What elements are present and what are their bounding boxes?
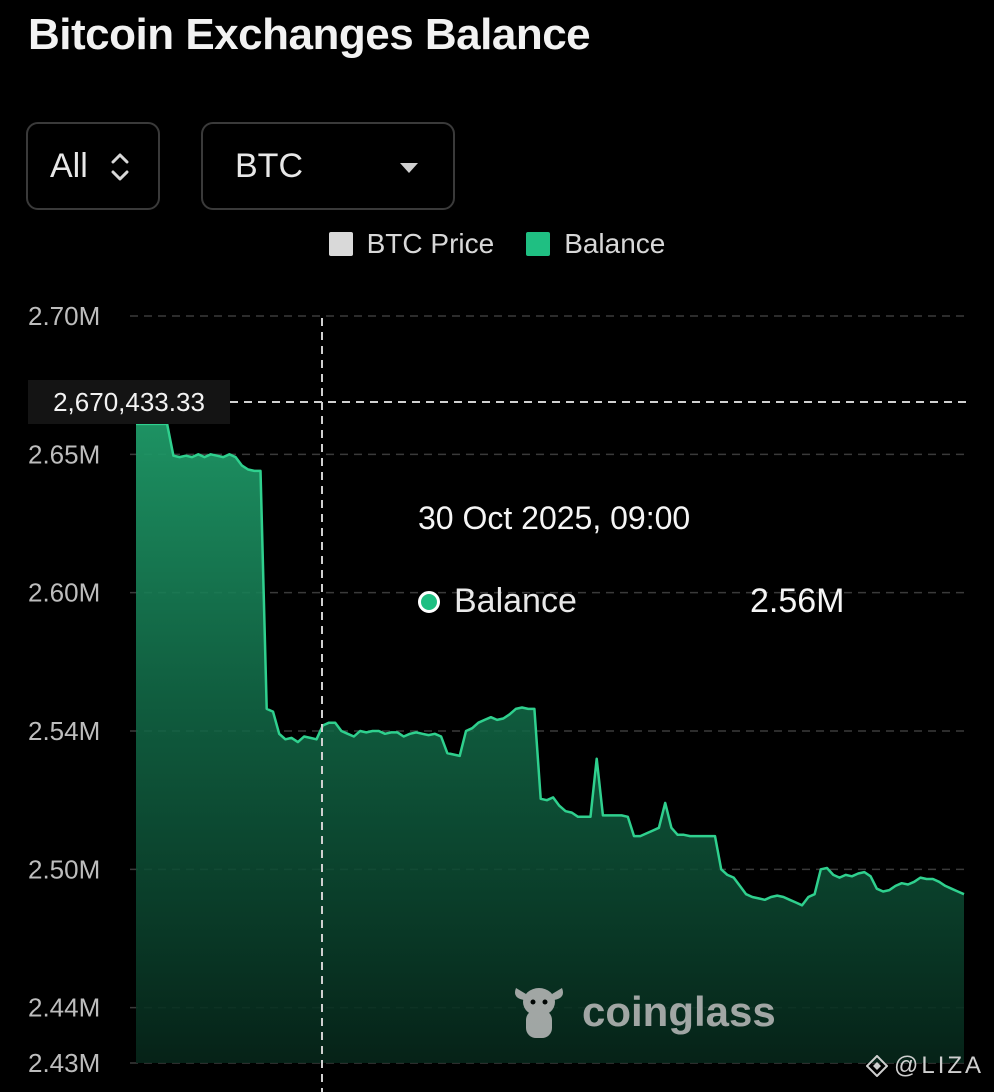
tooltip-series-row: Balance <box>418 582 577 621</box>
legend-label-balance: Balance <box>564 228 666 259</box>
watermark-brand: coinglass <box>582 988 776 1035</box>
legend-item-balance[interactable]: Balance <box>526 228 665 260</box>
legend-label-btc-price: BTC Price <box>366 228 495 259</box>
y-tick-label: 2.54M <box>28 716 100 746</box>
legend-swatch-balance <box>526 232 551 256</box>
y-tick-label: 2.44M <box>28 993 100 1023</box>
asset-select[interactable]: BTC <box>201 122 455 210</box>
chevron-down-icon <box>400 163 418 173</box>
page-title: Bitcoin Exchanges Balance <box>28 10 591 59</box>
coinglass-watermark: coinglass <box>510 980 776 1044</box>
time-range-select[interactable]: All <box>26 122 160 210</box>
y-tick-label: 2.60M <box>28 578 100 608</box>
y-tick-label: 2.50M <box>28 854 100 884</box>
chart-legend: BTC Price Balance <box>0 228 994 260</box>
y-tick-label: 2.65M <box>28 439 100 469</box>
tooltip-date: 30 Oct 2025, 09:00 <box>418 500 691 536</box>
credit-handle: @LIZA <box>894 1052 985 1079</box>
legend-swatch-btc-price <box>328 232 353 256</box>
balance-area <box>136 423 964 1063</box>
y-tick-label: 2.70M <box>28 301 100 331</box>
diamond-logo-icon <box>866 1055 888 1077</box>
balance-chart[interactable]: 2.70M 2.65M 2.60M 2.54M 2.50M 2.44M 2.43M <box>0 280 994 1092</box>
bull-logo-icon <box>515 988 563 1038</box>
sort-updown-icon <box>111 153 129 181</box>
time-range-value: All <box>50 146 88 185</box>
asset-value: BTC <box>235 146 303 185</box>
y-axis: 2.70M 2.65M 2.60M 2.54M 2.50M 2.44M 2.43M <box>28 301 100 1078</box>
balance-line <box>136 422 965 907</box>
tooltip-series-value: 2.56M <box>750 582 845 620</box>
crosshair-value-label: 2,670,433.33 <box>28 380 230 424</box>
credit-label: @LIZA <box>866 1052 984 1080</box>
tooltip-series-label: Balance <box>454 582 577 620</box>
legend-item-btc-price[interactable]: BTC Price <box>328 228 495 260</box>
y-tick-label: 2.43M <box>28 1048 100 1078</box>
tooltip-marker-icon <box>418 590 440 613</box>
